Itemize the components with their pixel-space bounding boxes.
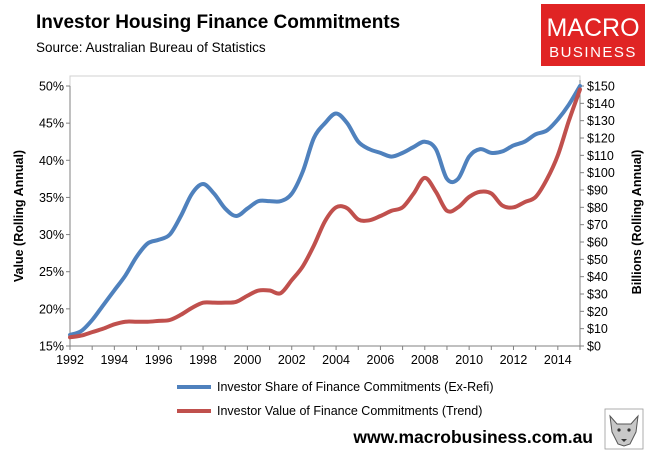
right-tick-label: $80 xyxy=(587,201,608,215)
logo-line2: BUSINESS xyxy=(549,44,637,61)
right-tick-label: $0 xyxy=(587,340,601,354)
left-tick-label: 50% xyxy=(39,80,64,94)
x-tick-label: 2004 xyxy=(322,353,350,367)
left-tick-label: 45% xyxy=(39,117,64,131)
right-tick-label: $40 xyxy=(587,270,608,284)
legend: Investor Share of Finance Commitments (E… xyxy=(177,380,493,418)
right-tick-label: $120 xyxy=(587,132,615,146)
logo-background xyxy=(541,4,645,66)
right-tick-label: $140 xyxy=(587,97,615,111)
left-axis-ticks: 15% 20% 25% 30% 35% 40% 45% 50% xyxy=(39,80,70,354)
y-axis-title: Value (Rolling Annual) xyxy=(12,150,26,282)
right-tick-label: $50 xyxy=(587,253,608,267)
left-tick-label: 25% xyxy=(39,265,64,279)
logo-line1: MACRO xyxy=(546,14,639,42)
right-tick-label: $20 xyxy=(587,305,608,319)
wolf-logo-icon xyxy=(604,408,644,450)
x-tick-label: 2010 xyxy=(455,353,483,367)
x-axis-ticks: 1992 1994 1996 1998 2000 2002 2004 2006 2008 2010… xyxy=(56,346,581,367)
x-tick-label: 2012 xyxy=(500,353,528,367)
right-tick-label: $90 xyxy=(587,184,608,198)
left-tick-label: 40% xyxy=(39,154,64,168)
x-tick-label: 1996 xyxy=(145,353,173,367)
chart-subtitle: Source: Australian Bureau of Statistics xyxy=(36,40,266,55)
website-url[interactable]: www.macrobusiness.com.au xyxy=(352,427,593,447)
series-line-share xyxy=(68,84,582,337)
right-tick-label: $130 xyxy=(587,114,615,128)
x-tick-label: 2008 xyxy=(411,353,439,367)
left-tick-label: 15% xyxy=(39,340,64,354)
x-tick-label: 1994 xyxy=(100,353,128,367)
series-layer xyxy=(68,84,582,340)
right-tick-label: $110 xyxy=(587,149,614,163)
right-tick-label: $100 xyxy=(587,166,615,180)
x-tick-label: 2002 xyxy=(278,353,306,367)
x-tick-label: 1998 xyxy=(189,353,217,367)
right-tick-label: $10 xyxy=(587,322,608,336)
series-line-value xyxy=(68,87,582,340)
right-tick-label: $150 xyxy=(587,80,615,94)
right-tick-label: $60 xyxy=(587,236,608,250)
plot-area xyxy=(69,75,581,347)
left-tick-label: 30% xyxy=(39,228,64,242)
x-tick-label: 2014 xyxy=(544,353,572,367)
left-tick-label: 20% xyxy=(39,302,64,316)
legend-label-share: Investor Share of Finance Commitments (E… xyxy=(217,380,493,394)
legend-label-value: Investor Value of Finance Commitments (T… xyxy=(217,404,482,418)
right-axis-ticks: $0 $10 $20 $30 $40 $50 $60 $70 $80 $90 $100 $110 $12… xyxy=(580,80,615,354)
y2-axis-title: Billions (Rolling Annual) xyxy=(630,150,644,295)
x-tick-label: 1992 xyxy=(56,353,84,367)
chart-title: Investor Housing Finance Commitments xyxy=(36,12,400,33)
macrobusiness-logo: MACRO BUSINESS xyxy=(541,4,645,66)
right-tick-label: $70 xyxy=(587,218,608,232)
left-tick-label: 35% xyxy=(39,191,64,205)
x-tick-label: 2000 xyxy=(233,353,261,367)
right-tick-label: $30 xyxy=(587,288,608,302)
x-tick-label: 2006 xyxy=(367,353,395,367)
